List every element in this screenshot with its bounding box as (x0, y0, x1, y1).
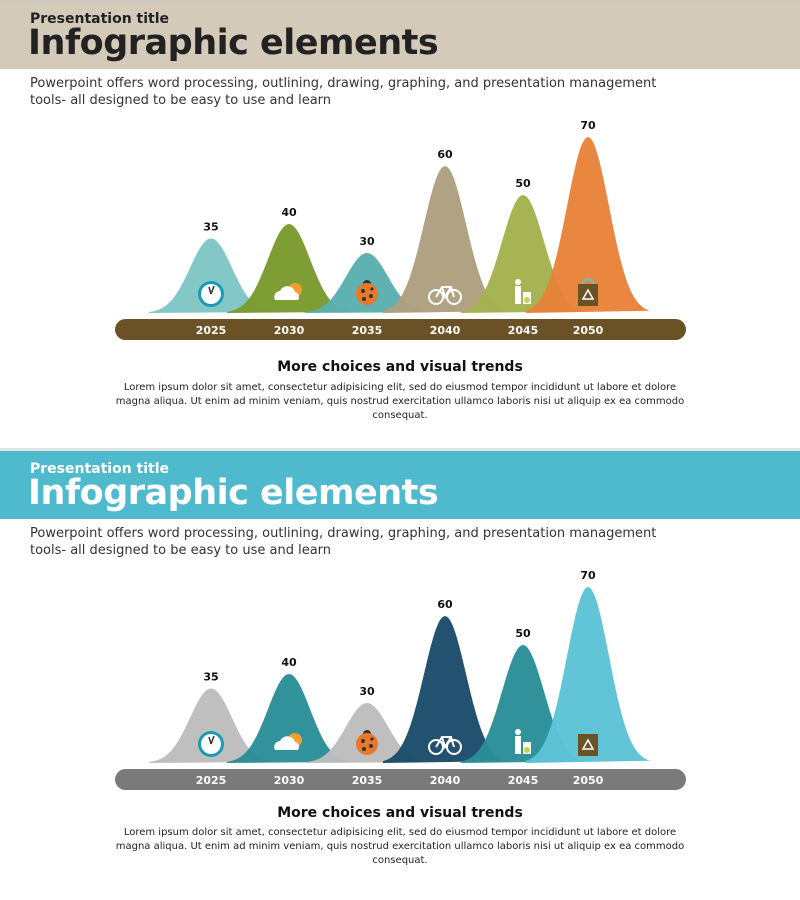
year-label: 2040 (430, 774, 461, 787)
value-label: 60 (437, 598, 453, 611)
value-label: 70 (580, 569, 596, 582)
slide-description: Powerpoint offers word processing, outli… (30, 526, 657, 558)
timeline-bar (115, 319, 686, 340)
peak-2030 (227, 674, 351, 763)
peak-2050 (526, 137, 650, 313)
chart-subtitle: More choices and visual trends (277, 359, 523, 375)
chart-subtitle: More choices and visual trends (277, 805, 523, 821)
recycle-bag-icon (578, 728, 598, 756)
year-label: 2050 (573, 774, 604, 787)
presentation-kicker: Presentation title (30, 11, 170, 27)
year-label: 2025 (196, 324, 227, 337)
slide-description: Powerpoint offers word processing, outli… (30, 76, 657, 108)
peak-2025 (149, 688, 273, 763)
value-label: 30 (359, 235, 375, 248)
presentation-kicker: Presentation title (30, 461, 170, 477)
value-label: 50 (515, 177, 531, 190)
value-label: 70 (580, 119, 596, 132)
timeline-bar (115, 769, 686, 790)
recycle-person-icon (515, 729, 531, 754)
slide-title: Infographic elements (28, 23, 439, 63)
year-label: 2030 (274, 324, 305, 337)
peak-2030 (227, 224, 351, 313)
year-label: 2045 (508, 774, 539, 787)
peak-2040 (383, 166, 507, 313)
value-label: 30 (359, 685, 375, 698)
value-label: 40 (281, 656, 297, 669)
cloud-sun-icon (274, 283, 302, 300)
year-label: 2035 (352, 774, 383, 787)
recycle-person-icon (515, 279, 531, 304)
peak-2040 (383, 616, 507, 763)
value-label: 50 (515, 627, 531, 640)
peak-chart: 35 2025 40 2030 30 2035 60 2040 50 2045 70 2050 (115, 119, 686, 340)
clock-icon (198, 731, 224, 757)
slide-2: Presentation title Infographic elements … (0, 451, 800, 899)
ladybug-icon (356, 730, 378, 755)
year-label: 2040 (430, 324, 461, 337)
bicycle-icon (428, 736, 462, 755)
value-label: 40 (281, 206, 297, 219)
clock-icon (198, 281, 224, 307)
chart-body-text: Lorem ipsum dolor sit amet, consectetur … (115, 382, 685, 421)
header-band (0, 1, 800, 69)
year-label: 2025 (196, 774, 227, 787)
header-band (0, 451, 800, 519)
peak-chart: 35 2025 40 2030 30 2035 60 2040 50 2045 70 2050 (115, 569, 686, 790)
bicycle-icon (428, 286, 462, 305)
cloud-sun-icon (274, 733, 302, 750)
peak-2025 (149, 238, 273, 313)
value-label: 35 (203, 671, 218, 684)
slide-1: Presentation title Infographic elements … (0, 0, 800, 449)
peak-2050 (526, 587, 650, 763)
year-label: 2030 (274, 774, 305, 787)
slide-divider (0, 448, 800, 451)
chart-body-text: Lorem ipsum dolor sit amet, consectetur … (115, 827, 685, 866)
value-label: 35 (203, 221, 218, 234)
recycle-bag-icon (578, 278, 598, 306)
year-label: 2050 (573, 324, 604, 337)
value-label: 60 (437, 148, 453, 161)
year-label: 2035 (352, 324, 383, 337)
year-label: 2045 (508, 324, 539, 337)
slide-title: Infographic elements (28, 473, 439, 513)
ladybug-icon (356, 280, 378, 305)
